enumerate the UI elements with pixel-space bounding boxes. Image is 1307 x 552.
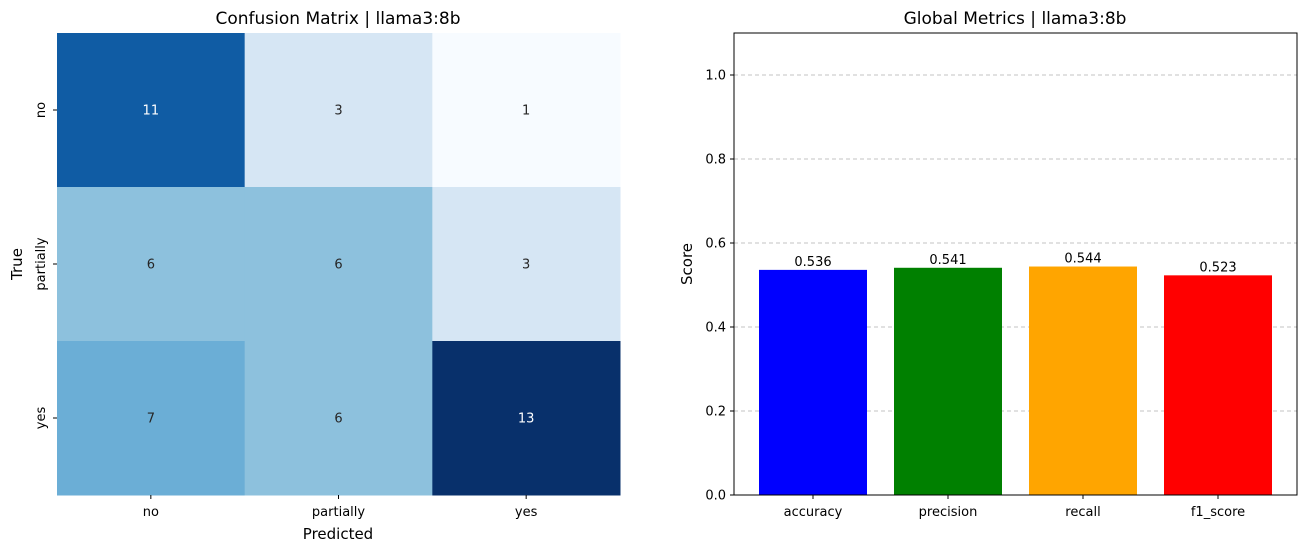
heatmap-cell — [432, 341, 621, 496]
bar-x-tick-label: f1_score — [1191, 505, 1245, 520]
heatmap-y-label: True — [8, 248, 26, 281]
heatmap-cell-value: 6 — [147, 258, 155, 273]
heatmap-x-ticks: no partially yes — [143, 495, 538, 520]
bar-y-tick-label: 0.4 — [705, 321, 726, 336]
heatmap-y-ticks: no partially yes — [34, 102, 57, 429]
heatmap-cell — [57, 187, 246, 342]
bar-x-tick-label: precision — [919, 505, 978, 520]
bar — [894, 267, 1002, 495]
bar — [759, 269, 867, 495]
heatmap-cell-value: 1 — [522, 104, 530, 119]
confusion-matrix-chart: Confusion Matrix | llama3:8b 11 3 1 6 6 3 7 6 13… — [8, 9, 621, 543]
bar-y-tick-label: 1.0 — [705, 69, 726, 84]
heatmap-cell — [244, 187, 433, 342]
heatmap-cell-value: 11 — [143, 104, 160, 119]
bar-axes-frame — [733, 32, 1298, 496]
bar-x-tick-label: accuracy — [784, 505, 843, 520]
bar-value-label: 0.544 — [1064, 252, 1101, 267]
bar-y-tick-label: 0.8 — [705, 153, 726, 168]
heatmap-cell — [244, 341, 433, 496]
heatmap-cells: 11 3 1 6 6 3 7 6 13 — [57, 33, 621, 496]
heatmap-x-tick-label: no — [143, 505, 159, 520]
heatmap-x-label: Predicted — [303, 525, 373, 543]
heatmap-cell — [244, 33, 433, 188]
bar-title: Global Metrics | llama3:8b — [904, 9, 1127, 29]
global-metrics-chart: Global Metrics | llama3:8b 0.536 0.541 0.5… — [678, 9, 1298, 520]
bar-value-label: 0.523 — [1199, 260, 1236, 275]
bar-x-ticks: accuracy precision recall f1_score — [784, 495, 1245, 520]
heatmap-y-tick-label: yes — [34, 407, 49, 430]
bar — [1029, 266, 1137, 495]
bar-value-label: 0.536 — [794, 255, 831, 270]
heatmap-cell-value: 13 — [518, 412, 535, 427]
bar-y-ticks: 0.0 0.2 0.4 0.6 0.8 1.0 — [705, 69, 734, 504]
heatmap-cell-value: 3 — [522, 258, 530, 273]
heatmap-x-tick-label: partially — [312, 505, 365, 520]
bar — [1164, 275, 1272, 495]
bar-y-tick-label: 0.6 — [705, 237, 726, 252]
heatmap-cell-value: 6 — [334, 412, 342, 427]
heatmap-cell-value: 3 — [334, 104, 342, 119]
bar-x-tick-label: recall — [1065, 505, 1100, 520]
bar-y-tick-label: 0.2 — [705, 405, 726, 420]
heatmap-y-tick-label: no — [34, 102, 49, 118]
bar-y-label: Score — [678, 243, 696, 285]
bar-value-label: 0.541 — [929, 253, 966, 268]
heatmap-title: Confusion Matrix | llama3:8b — [215, 9, 460, 29]
heatmap-cell-value: 7 — [147, 412, 155, 427]
heatmap-x-tick-label: yes — [515, 505, 538, 520]
heatmap-y-tick-label: partially — [34, 237, 49, 290]
bar-y-tick-label: 0.0 — [705, 489, 726, 504]
heatmap-cell — [57, 33, 246, 188]
heatmap-cell — [57, 341, 246, 496]
bar-series: 0.536 0.541 0.544 0.523 — [759, 252, 1272, 495]
heatmap-cell-value: 6 — [334, 258, 342, 273]
heatmap-cell — [432, 33, 621, 188]
heatmap-cell — [432, 187, 621, 342]
